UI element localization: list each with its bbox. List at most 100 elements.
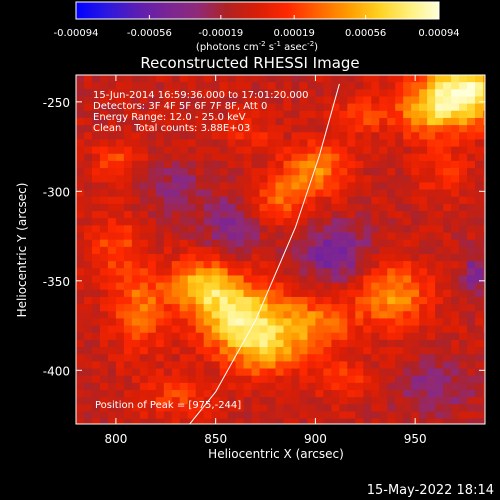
heatmap-cell xyxy=(283,225,293,234)
heatmap-cell xyxy=(131,82,141,90)
heatmap-cell xyxy=(147,289,157,298)
heatmap-cell xyxy=(115,354,125,362)
heatmap-cell xyxy=(155,382,165,391)
heatmap-cell xyxy=(195,211,205,219)
heatmap-cell xyxy=(451,246,460,255)
heatmap-cell xyxy=(435,325,444,334)
heatmap-cell xyxy=(147,189,157,198)
heatmap-cell xyxy=(371,268,380,277)
heatmap-cell xyxy=(219,196,229,205)
heatmap-cell xyxy=(139,375,149,384)
heatmap-cell xyxy=(267,261,277,269)
heatmap-cell xyxy=(291,261,301,269)
heatmap-cell xyxy=(395,325,404,334)
heatmap-cell xyxy=(307,96,317,105)
heatmap-cell xyxy=(427,246,436,255)
heatmap-cell xyxy=(83,404,93,413)
heatmap-cell xyxy=(83,182,93,191)
heatmap-cell xyxy=(427,411,436,420)
info-detectors: Detectors: 3F 4F 5F 6F 7F 8F, Att 0 xyxy=(93,101,267,112)
heatmap-cell xyxy=(195,382,205,391)
heatmap-image xyxy=(76,75,485,424)
heatmap-cell xyxy=(451,103,460,112)
heatmap-cell xyxy=(131,361,141,370)
heatmap-cell xyxy=(131,282,141,291)
heatmap-cell xyxy=(99,261,109,269)
heatmap-cell xyxy=(123,311,133,320)
heatmap-cell xyxy=(251,146,261,155)
heatmap-cell xyxy=(211,96,221,105)
heatmap-cell xyxy=(155,117,165,126)
heatmap-cell xyxy=(451,368,460,377)
heatmap-cell xyxy=(267,160,277,169)
heatmap-cell xyxy=(275,332,285,341)
heatmap-cell xyxy=(219,139,229,148)
heatmap-cell xyxy=(331,289,340,298)
heatmap-cell xyxy=(147,411,157,420)
heatmap-cell xyxy=(307,253,317,262)
heatmap-cell xyxy=(363,203,372,212)
heatmap-cell xyxy=(203,404,213,413)
heatmap-cell xyxy=(395,89,404,98)
heatmap-cell xyxy=(427,189,436,198)
heatmap-cell xyxy=(107,289,117,298)
heatmap-cell xyxy=(299,339,309,348)
heatmap-cell xyxy=(411,268,420,277)
heatmap-cell xyxy=(83,146,93,155)
heatmap-cell xyxy=(483,375,485,384)
heatmap-cell xyxy=(355,132,364,141)
heatmap-cell xyxy=(123,218,133,226)
heatmap-cell xyxy=(83,82,93,90)
heatmap-cell xyxy=(219,117,229,126)
heatmap-cell xyxy=(403,289,412,298)
heatmap-cell xyxy=(443,125,452,133)
heatmap-cell xyxy=(291,339,301,348)
heatmap-cell xyxy=(459,160,468,169)
heatmap-cell xyxy=(371,182,380,191)
heatmap-cell xyxy=(235,182,245,191)
y-axis-label: Heliocentric Y (arcsec) xyxy=(15,183,29,318)
heatmap-cell xyxy=(323,347,332,355)
heatmap-cell xyxy=(139,225,149,234)
heatmap-cell xyxy=(435,139,444,148)
heatmap-cell xyxy=(363,232,372,241)
heatmap-cell xyxy=(107,96,117,105)
heatmap-cell xyxy=(475,196,484,205)
heatmap-cell xyxy=(475,89,484,98)
heatmap-cell xyxy=(203,160,213,169)
heatmap-cell xyxy=(419,311,428,320)
heatmap-cell xyxy=(99,332,109,341)
heatmap-cell xyxy=(107,347,117,355)
heatmap-cell xyxy=(107,411,117,420)
heatmap-cell xyxy=(323,132,332,141)
heatmap-cell xyxy=(331,375,340,384)
heatmap-cell xyxy=(155,246,165,255)
heatmap-cell xyxy=(323,82,332,90)
heatmap-cell xyxy=(243,354,253,362)
heatmap-cell xyxy=(451,139,460,148)
heatmap-cell xyxy=(219,103,229,112)
heatmap-cell xyxy=(147,332,157,341)
heatmap-cell xyxy=(227,354,237,362)
heatmap-cell xyxy=(219,82,229,90)
heatmap-cell xyxy=(443,382,452,391)
heatmap-cell xyxy=(283,354,293,362)
heatmap-cell xyxy=(91,168,101,176)
heatmap-cell xyxy=(363,189,372,198)
heatmap-cell xyxy=(291,411,301,420)
heatmap-cell xyxy=(291,268,301,277)
heatmap-cell xyxy=(267,325,277,334)
heatmap-cell xyxy=(235,146,245,155)
x-axis-ticks: 800 850 900 950 xyxy=(104,75,427,446)
heatmap-cell xyxy=(323,89,332,98)
heatmap-cell xyxy=(115,203,125,212)
heatmap-cell xyxy=(259,160,269,169)
heatmap-cell xyxy=(443,168,452,176)
heatmap-cell xyxy=(195,318,205,327)
heatmap-cell xyxy=(259,318,269,327)
heatmap-cell xyxy=(131,132,141,141)
heatmap-cell xyxy=(179,110,189,119)
heatmap-cell xyxy=(435,189,444,198)
heatmap-cell xyxy=(475,339,484,348)
heatmap-cell xyxy=(259,253,269,262)
